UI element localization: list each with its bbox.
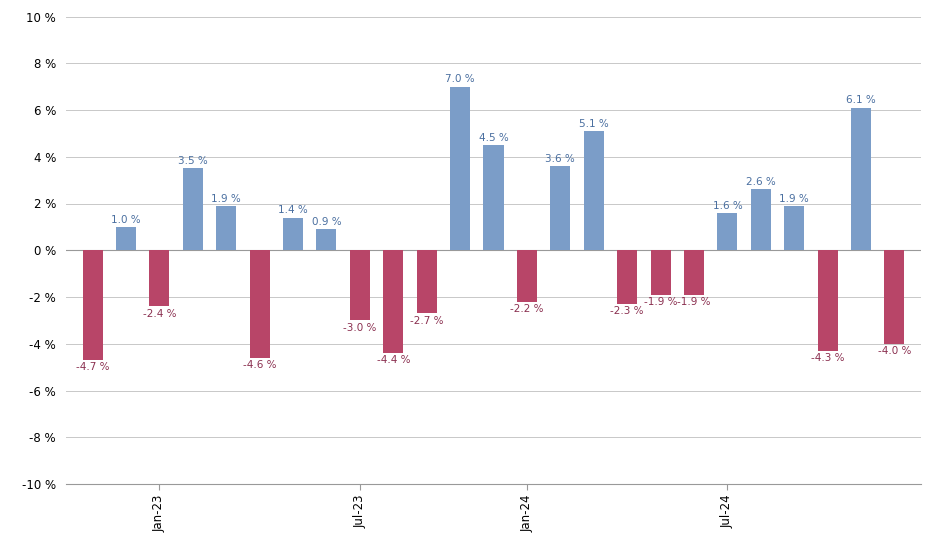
Text: -1.9 %: -1.9 % [677,297,711,307]
Bar [550,166,571,250]
Bar [149,250,169,306]
Text: -1.9 %: -1.9 % [644,297,678,307]
Text: 7.0 %: 7.0 % [446,74,475,84]
Text: 1.9 %: 1.9 % [779,194,809,204]
Bar [116,227,136,250]
Bar [450,86,470,250]
Text: -4.4 %: -4.4 % [377,355,410,365]
Text: 1.0 %: 1.0 % [111,214,141,224]
Text: 2.6 %: 2.6 % [746,177,775,187]
Text: 3.6 %: 3.6 % [545,154,575,164]
Bar [717,213,737,250]
Bar [317,229,337,250]
Bar [182,168,203,250]
Text: -3.0 %: -3.0 % [343,323,377,333]
Text: -4.6 %: -4.6 % [243,360,276,370]
Bar [784,206,805,250]
Text: -2.3 %: -2.3 % [610,306,644,316]
Bar [416,250,437,313]
Bar [650,250,670,295]
Bar [751,189,771,250]
Text: -4.3 %: -4.3 % [811,353,844,363]
Text: -2.4 %: -2.4 % [143,309,176,318]
Bar [83,250,102,360]
Bar [384,250,403,353]
Bar [618,250,637,304]
Text: -2.7 %: -2.7 % [410,316,444,326]
Text: 1.6 %: 1.6 % [713,201,743,211]
Text: 1.9 %: 1.9 % [212,194,241,204]
Bar [818,250,838,351]
Text: 3.5 %: 3.5 % [178,156,208,166]
Text: -4.7 %: -4.7 % [76,362,109,372]
Text: 0.9 %: 0.9 % [312,217,341,227]
Bar [851,108,871,250]
Text: 4.5 %: 4.5 % [478,133,509,143]
Text: 5.1 %: 5.1 % [579,119,608,129]
Text: -2.2 %: -2.2 % [510,304,543,314]
Text: -4.0 %: -4.0 % [878,346,911,356]
Bar [216,206,236,250]
Text: 6.1 %: 6.1 % [846,95,876,106]
Bar [517,250,537,301]
Bar [885,250,904,344]
Bar [684,250,704,295]
Text: 1.4 %: 1.4 % [278,205,308,215]
Bar [483,145,504,250]
Bar [250,250,270,358]
Bar [350,250,369,320]
Bar [283,217,303,250]
Bar [584,131,603,250]
